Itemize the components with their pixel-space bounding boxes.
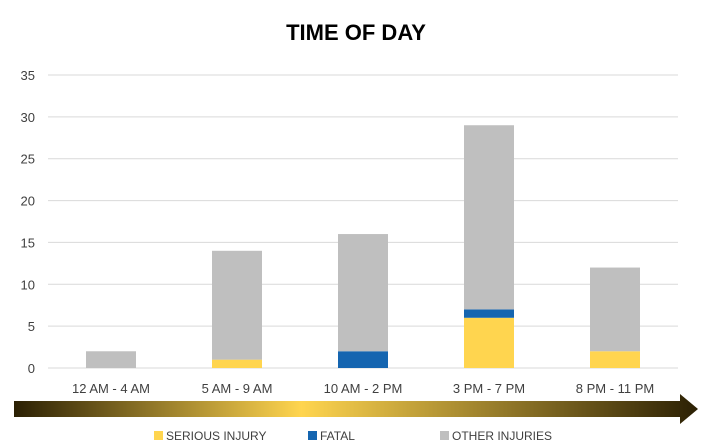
x-tick-label: 3 PM - 7 PM: [453, 381, 525, 396]
legend-swatch: [440, 431, 449, 440]
y-axis: 0 5 10 15 20 25 30 35: [21, 68, 35, 376]
legend-label: FATAL: [320, 429, 355, 443]
y-tick-label: 10: [21, 277, 35, 292]
y-tick-label: 20: [21, 194, 35, 209]
y-tick-label: 25: [21, 152, 35, 167]
chart-title: TIME OF DAY: [286, 20, 426, 45]
bar-segment-serious-injury: [590, 351, 640, 368]
bar-segment-fatal: [464, 309, 514, 318]
bar-segment-serious-injury: [464, 317, 514, 368]
legend-label: OTHER INJURIES: [452, 429, 552, 443]
x-tick-label: 10 AM - 2 PM: [324, 381, 403, 396]
bar-segment-other-injuries: [338, 234, 388, 352]
timeline-arrow-shape: [14, 394, 698, 424]
legend: SERIOUS INJURY FATAL OTHER INJURIES: [154, 429, 552, 443]
time-arrow: [14, 394, 698, 424]
y-tick-label: 35: [21, 68, 35, 83]
bar-segment-other-injuries: [86, 351, 136, 368]
bar-segment-serious-injury: [212, 359, 262, 368]
bar-segment-fatal: [338, 351, 388, 368]
x-tick-label: 8 PM - 11 PM: [576, 381, 655, 396]
x-tick-label: 5 AM - 9 AM: [202, 381, 273, 396]
legend-swatch: [308, 431, 317, 440]
bars: [86, 125, 640, 368]
bar-segment-other-injuries: [464, 125, 514, 310]
y-tick-label: 30: [21, 110, 35, 125]
y-tick-label: 0: [28, 361, 35, 376]
bar-segment-other-injuries: [212, 250, 262, 360]
y-tick-label: 5: [28, 319, 35, 334]
x-tick-label: 12 AM - 4 AM: [72, 381, 150, 396]
legend-swatch: [154, 431, 163, 440]
y-tick-label: 15: [21, 235, 35, 250]
bar-segment-other-injuries: [590, 267, 640, 352]
x-axis: 12 AM - 4 AM 5 AM - 9 AM 10 AM - 2 PM 3 PM …: [72, 381, 654, 396]
legend-label: SERIOUS INJURY: [166, 429, 266, 443]
